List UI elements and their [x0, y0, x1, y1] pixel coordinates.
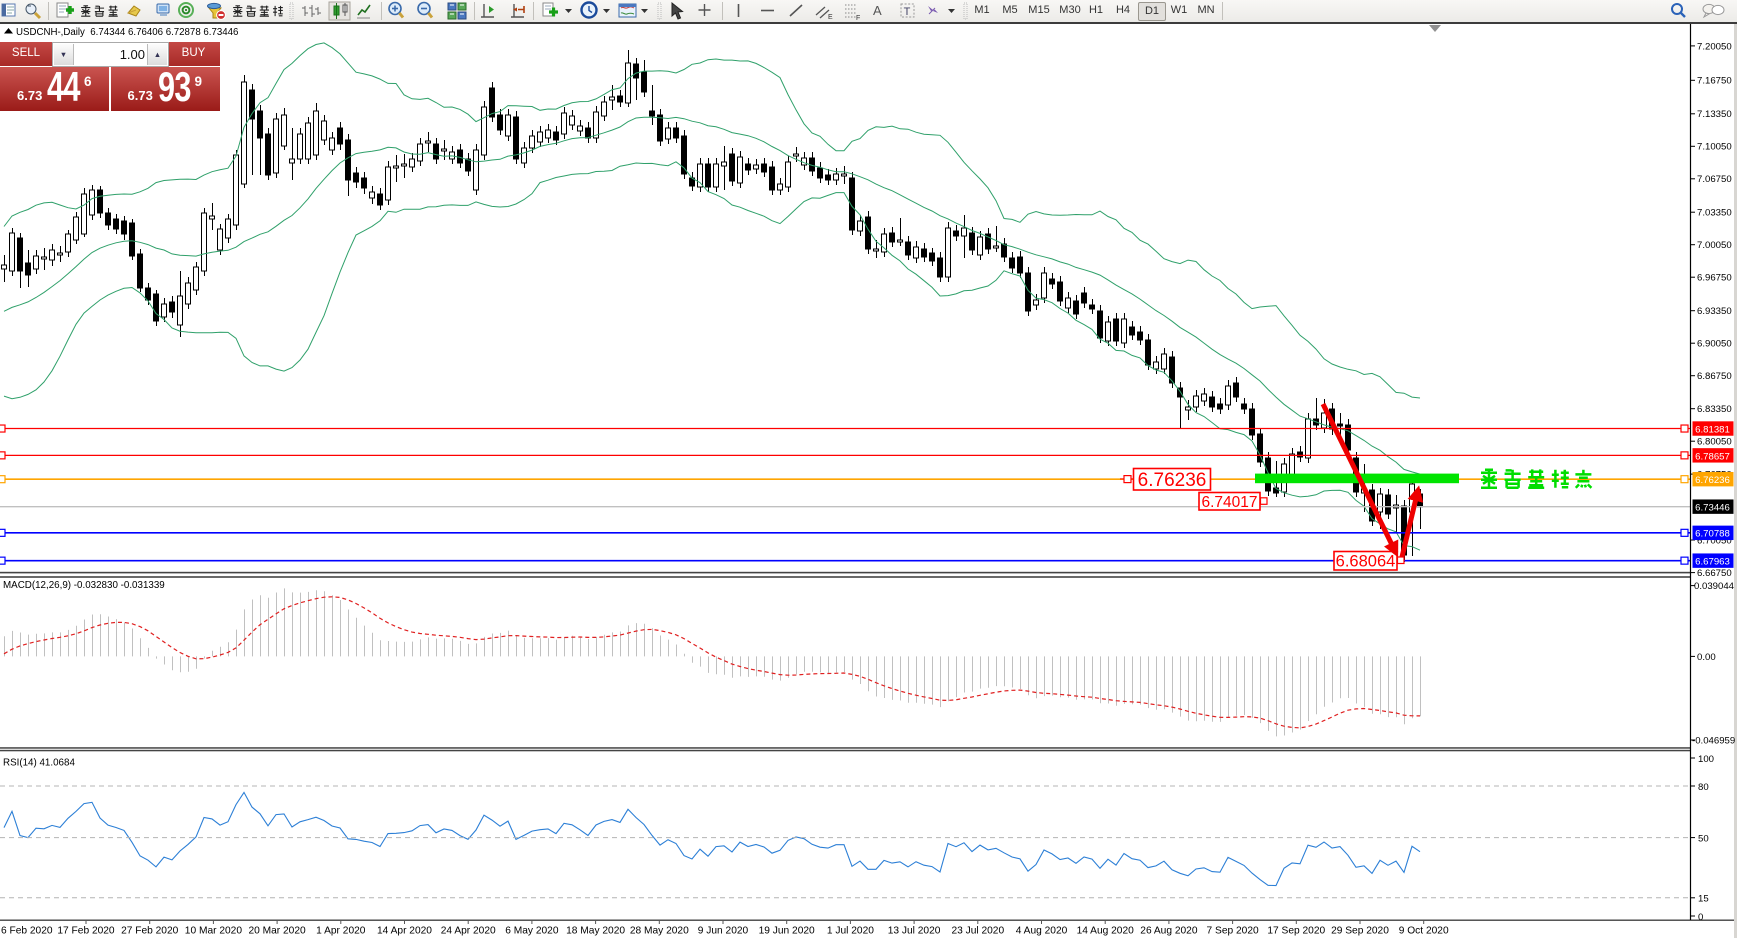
svg-text:0: 0: [1698, 912, 1703, 923]
svg-text:18 May 2020: 18 May 2020: [566, 926, 625, 937]
svg-text:6.78657: 6.78657: [1695, 451, 1730, 462]
svg-text:7 Sep 2020: 7 Sep 2020: [1207, 926, 1259, 937]
svg-text:7.20050: 7.20050: [1697, 41, 1732, 52]
svg-text:20 Mar 2020: 20 Mar 2020: [248, 926, 306, 937]
svg-text:6.70050: 6.70050: [1697, 535, 1732, 546]
svg-text:1 Jul 2020: 1 Jul 2020: [827, 926, 874, 937]
svg-text:6.66750: 6.66750: [1697, 568, 1732, 579]
svg-text:6.81381: 6.81381: [1695, 424, 1730, 435]
svg-text:9 Oct 2020: 9 Oct 2020: [1399, 926, 1449, 937]
svg-text:4 Aug 2020: 4 Aug 2020: [1016, 926, 1068, 937]
svg-text:E: E: [828, 14, 833, 21]
svg-text:24 Apr 2020: 24 Apr 2020: [441, 926, 496, 937]
svg-text:RSI(14) 41.0684: RSI(14) 41.0684: [3, 758, 75, 769]
svg-text:13 Jul 2020: 13 Jul 2020: [888, 926, 941, 937]
svg-text:6.67963: 6.67963: [1695, 557, 1730, 568]
svg-text:6.73446: 6.73446: [1695, 503, 1730, 514]
svg-text:14 Apr 2020: 14 Apr 2020: [377, 926, 432, 937]
svg-text:29 Sep 2020: 29 Sep 2020: [1331, 926, 1389, 937]
svg-text:1 Apr 2020: 1 Apr 2020: [316, 926, 366, 937]
svg-text:80: 80: [1698, 782, 1709, 793]
svg-text:6.74017: 6.74017: [1201, 494, 1257, 511]
svg-text:14 Aug 2020: 14 Aug 2020: [1077, 926, 1135, 937]
svg-text:A: A: [873, 3, 882, 18]
svg-text:-0.046959: -0.046959: [1692, 735, 1735, 746]
svg-text:17 Feb 2020: 17 Feb 2020: [57, 926, 115, 937]
svg-text:7.10050: 7.10050: [1697, 142, 1732, 153]
svg-text:6.76236: 6.76236: [1695, 475, 1730, 486]
svg-text:6.90050: 6.90050: [1697, 339, 1732, 350]
svg-text:0.039044: 0.039044: [1694, 581, 1735, 592]
svg-text:7.16750: 7.16750: [1697, 76, 1732, 87]
svg-text:6.93350: 6.93350: [1697, 306, 1732, 317]
svg-text:7.03350: 7.03350: [1697, 208, 1732, 219]
svg-text:23 Jul 2020: 23 Jul 2020: [951, 926, 1004, 937]
svg-text:6.96750: 6.96750: [1697, 273, 1732, 284]
svg-text:USDCNH-,Daily 6.74344 6.76406: USDCNH-,Daily 6.74344 6.76406 6.72878 6.…: [16, 27, 238, 38]
svg-text:6 Feb 2020: 6 Feb 2020: [1, 926, 53, 937]
svg-text:50: 50: [1698, 833, 1709, 844]
svg-text:10 Mar 2020: 10 Mar 2020: [185, 926, 243, 937]
svg-text:27 Feb 2020: 27 Feb 2020: [121, 926, 179, 937]
svg-text:26 Aug 2020: 26 Aug 2020: [1140, 926, 1198, 937]
svg-text:15: 15: [1698, 894, 1709, 905]
svg-text:MACD(12,26,9) -0.032830 -0.031: MACD(12,26,9) -0.032830 -0.031339: [3, 580, 165, 591]
svg-text:F: F: [856, 15, 860, 22]
svg-text:0.00: 0.00: [1697, 652, 1716, 663]
svg-text:28 May 2020: 28 May 2020: [630, 926, 689, 937]
svg-text:6.83350: 6.83350: [1697, 404, 1732, 415]
svg-text:6.70788: 6.70788: [1695, 529, 1730, 540]
svg-text:17 Sep 2020: 17 Sep 2020: [1267, 926, 1325, 937]
svg-text:6 May 2020: 6 May 2020: [505, 926, 559, 937]
svg-text:6.76236: 6.76236: [1138, 470, 1207, 491]
svg-text:7.00050: 7.00050: [1697, 240, 1732, 251]
svg-text:19 Jun 2020: 19 Jun 2020: [759, 926, 815, 937]
svg-text:100: 100: [1698, 754, 1714, 765]
svg-text:6.80050: 6.80050: [1697, 437, 1732, 448]
svg-text:7.13350: 7.13350: [1697, 109, 1732, 120]
svg-text:6.68064: 6.68064: [1336, 553, 1396, 571]
svg-text:7.06750: 7.06750: [1697, 174, 1732, 185]
svg-text:9 Jun 2020: 9 Jun 2020: [698, 926, 749, 937]
svg-text:6.86750: 6.86750: [1697, 371, 1732, 382]
svg-text:T: T: [904, 6, 911, 18]
